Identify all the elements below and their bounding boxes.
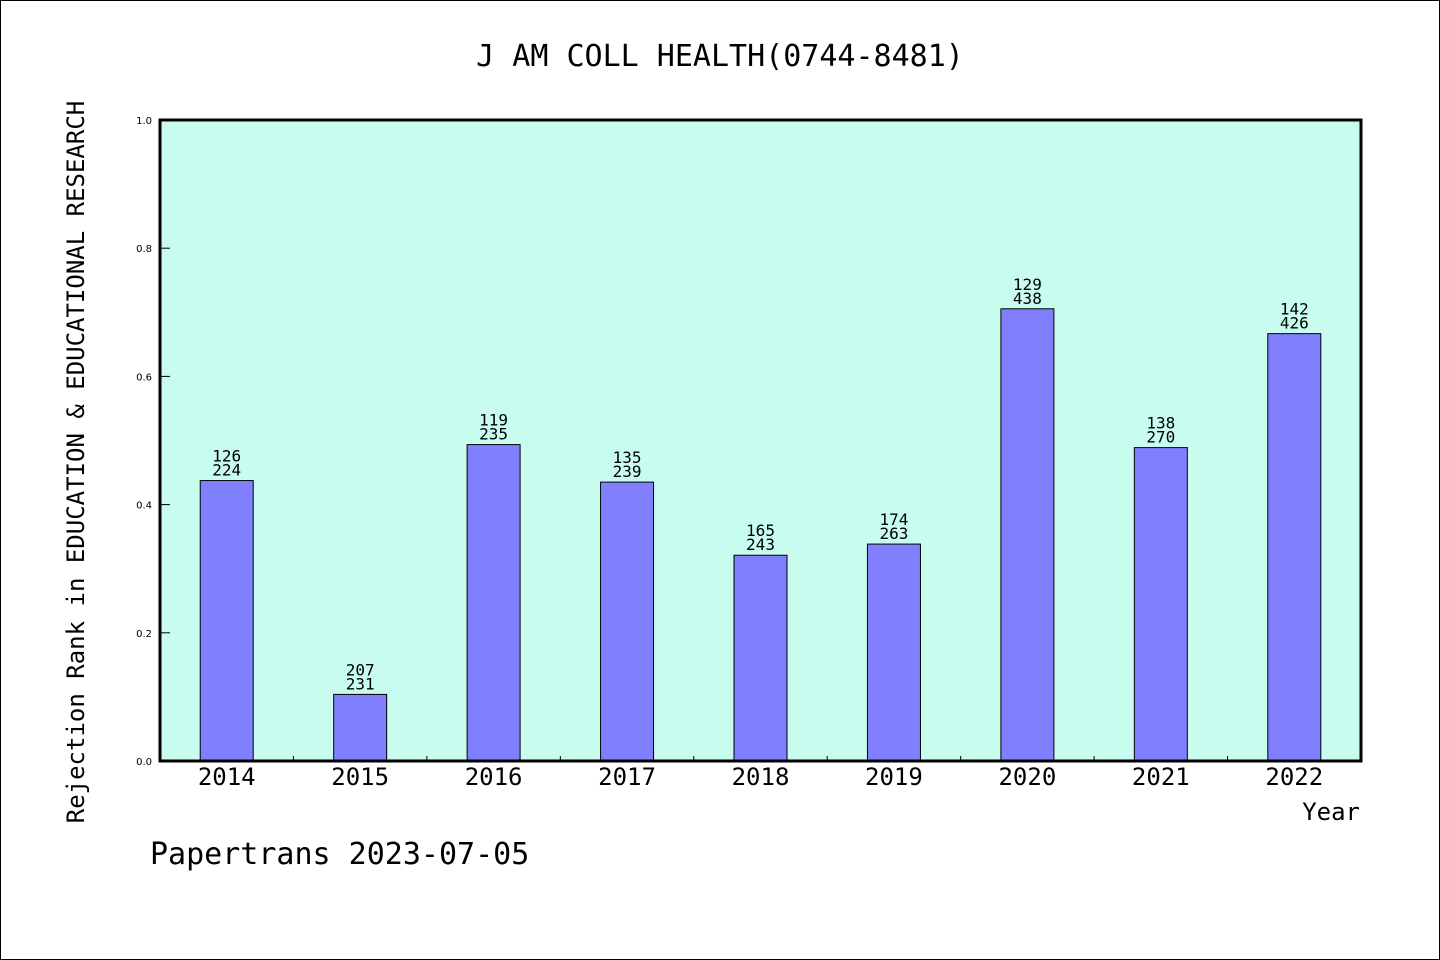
bar-label-bottom: 270 — [1146, 428, 1175, 447]
y-axis-label: Rejection Rank in EDUCATION & EDUCATIONA… — [62, 101, 90, 823]
bars-group: 1262242072311192351352391652431742631294… — [199, 275, 1322, 762]
bar — [199, 480, 254, 762]
chart-title: J AM COLL HEALTH(0744-8481) — [476, 39, 964, 74]
y-tick-label: 0.6 — [136, 372, 152, 383]
bar-label-top: 142 — [1280, 300, 1309, 319]
y-tick-label: 0.2 — [136, 629, 152, 640]
bar-label-bottom: 263 — [879, 524, 908, 543]
bar — [600, 481, 655, 762]
bar-label-top: 207 — [346, 660, 375, 679]
bar-label-top: 135 — [613, 448, 642, 467]
x-tick-label: 2021 — [1132, 763, 1190, 791]
x-axis-label: Year — [1302, 798, 1360, 826]
y-axis: 0.0 0.2 0.4 0.6 0.8 1.0 — [136, 116, 170, 768]
bar — [333, 693, 388, 762]
plot-border — [158, 118, 1363, 763]
bar — [466, 444, 521, 762]
footer-text: Papertrans 2023-07-05 — [150, 837, 529, 872]
x-tick-label: 2015 — [331, 763, 389, 791]
bar — [866, 543, 921, 762]
bar-label-top: 165 — [746, 521, 775, 540]
bar-label-top: 119 — [479, 411, 508, 430]
bar-label-top: 126 — [212, 447, 241, 466]
bar-label-bottom: 231 — [346, 674, 375, 693]
bar-label-bottom: 426 — [1280, 314, 1309, 333]
bar-label-bottom: 243 — [746, 535, 775, 554]
bar — [1133, 447, 1188, 762]
y-tick-label: 0.8 — [136, 244, 152, 255]
y-tick-label: 0.0 — [136, 757, 152, 768]
x-tick-label: 2014 — [198, 763, 256, 791]
x-tick-label: 2020 — [998, 763, 1056, 791]
y-tick-label: 1.0 — [136, 116, 152, 127]
x-tick-label: 2016 — [465, 763, 523, 791]
bar-label-bottom: 224 — [212, 461, 241, 480]
x-tick-label: 2017 — [598, 763, 656, 791]
x-tick-label: 2019 — [865, 763, 923, 791]
bar — [1267, 333, 1322, 762]
bar-label-bottom: 239 — [613, 462, 642, 481]
x-tick-label: 2018 — [732, 763, 790, 791]
bar — [1000, 308, 1055, 762]
bar — [733, 554, 788, 762]
bar-label-top: 138 — [1146, 414, 1175, 433]
bar-label-bottom: 438 — [1013, 289, 1042, 308]
x-tick-label: 2022 — [1265, 763, 1323, 791]
bar-label-bottom: 235 — [479, 425, 508, 444]
bar-label-top: 129 — [1013, 275, 1042, 294]
y-tick-label: 0.4 — [136, 501, 152, 512]
x-axis: 2014 2015 2016 2017 2018 2019 2020 2021 2022 — [198, 756, 1323, 791]
bar-label-top: 174 — [879, 510, 908, 529]
